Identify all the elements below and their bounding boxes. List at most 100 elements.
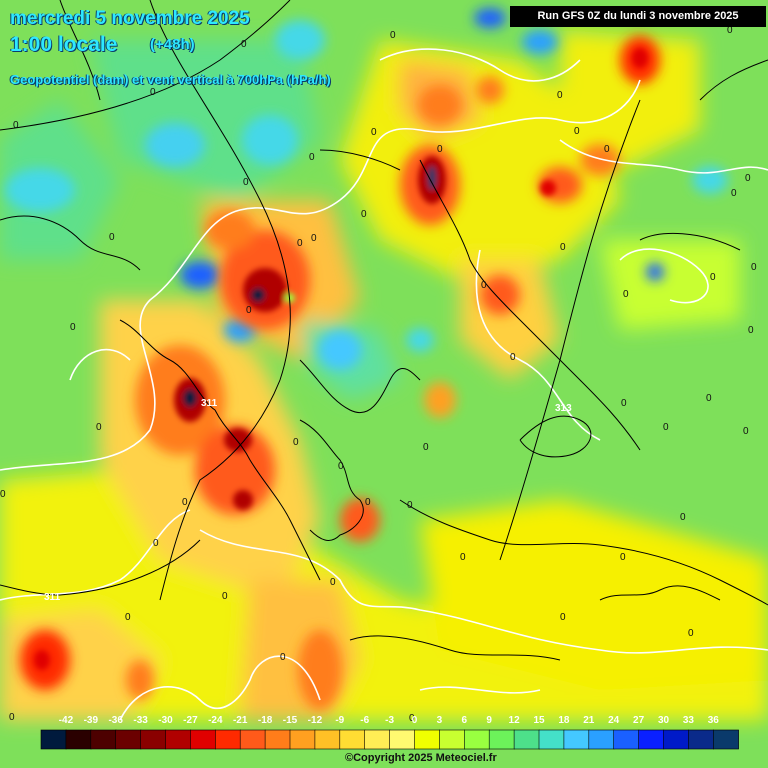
legend-swatch <box>663 729 690 750</box>
legend-swatch <box>339 729 366 750</box>
zero-label: 0 <box>407 500 413 511</box>
legend-swatch <box>414 729 441 750</box>
legend-tick-label: -24 <box>208 715 223 726</box>
zero-label: 0 <box>510 352 516 363</box>
descent-cores <box>34 48 648 670</box>
legend-swatch <box>638 729 665 750</box>
zero-label: 0 <box>706 393 712 404</box>
isoline-labels: 311 313 311 <box>44 398 572 603</box>
zero-label: 0 <box>437 144 443 155</box>
zero-label: 0 <box>560 612 566 623</box>
zero-label: 0 <box>109 232 115 243</box>
legend-swatch <box>588 729 615 750</box>
zero-label: 0 <box>182 497 188 508</box>
legend-tick-label: 0 <box>412 715 418 726</box>
isoline-label: 311 <box>201 398 218 409</box>
zero-label: 0 <box>743 426 749 437</box>
legend-tick-label: -6 <box>360 715 369 726</box>
legend-tick-label: 9 <box>486 715 492 726</box>
isoline-label: 311 <box>44 592 61 603</box>
zero-label: 0 <box>309 152 315 163</box>
zero-label: 0 <box>623 289 629 300</box>
zero-label: 0 <box>663 422 669 433</box>
zero-label: 0 <box>751 262 757 273</box>
legend-tick-label: 3 <box>437 715 443 726</box>
zero-label: 0 <box>604 144 610 155</box>
zero-label: 0 <box>311 233 317 244</box>
zero-label: 0 <box>246 305 252 316</box>
zero-label: 0 <box>96 422 102 433</box>
legend-swatch <box>40 729 67 750</box>
zero-label: 0 <box>70 322 76 333</box>
zero-label: 0 <box>365 497 371 508</box>
zero-label: 0 <box>338 461 344 472</box>
legend-swatch <box>115 729 142 750</box>
legend-tick-label: -15 <box>283 715 298 726</box>
legend-swatch <box>613 729 640 750</box>
color-scale-legend: -42 -39 -36 -33 -30 -27 -24 -21 -18 -15 -12 -9 -6 -3 0… <box>40 715 739 750</box>
zero-label: 0 <box>243 177 249 188</box>
legend-tick-label: 6 <box>462 715 468 726</box>
zero-label: 0 <box>688 628 694 639</box>
legend-swatch <box>289 729 316 750</box>
zero-label: 0 <box>748 325 754 336</box>
legend-tick-label: -39 <box>84 715 99 726</box>
zero-label: 0 <box>222 591 228 602</box>
zero-label: 0 <box>330 577 336 588</box>
zero-label: 0 <box>460 552 466 563</box>
legend-swatch <box>389 729 416 750</box>
legend-tick-label: -30 <box>158 715 173 726</box>
zero-label: 0 <box>390 30 396 41</box>
legend-tick-label: -18 <box>258 715 273 726</box>
legend-swatch <box>364 729 391 750</box>
legend-swatch <box>65 729 92 750</box>
legend-tick-label: 33 <box>683 715 695 726</box>
zero-label: 0 <box>710 272 716 283</box>
zero-label: 0 <box>620 552 626 563</box>
zero-label: 0 <box>153 538 159 549</box>
zero-label: 0 <box>371 127 377 138</box>
zero-label: 0 <box>361 209 367 220</box>
legend-swatch <box>165 729 192 750</box>
legend-tick-label: -42 <box>59 715 74 726</box>
legend-tick-label: 18 <box>558 715 570 726</box>
legend-tick-label: -27 <box>183 715 198 726</box>
zero-contours <box>0 48 768 721</box>
copyright-text: ©Copyright 2025 Meteociel.fr <box>345 752 497 764</box>
legend-tick-label: 15 <box>533 715 545 726</box>
zero-label: 0 <box>727 25 733 36</box>
legend-tick-label: 27 <box>633 715 645 726</box>
zero-label: 0 <box>9 712 15 723</box>
zero-label: 0 <box>481 280 487 291</box>
legend-tick-label: -33 <box>133 715 148 726</box>
zero-label: 0 <box>745 173 751 184</box>
zero-label: 0 <box>557 90 563 101</box>
legend-swatch <box>215 729 241 750</box>
legend-tick-label: 24 <box>608 715 620 726</box>
legend-tick-label: -9 <box>335 715 344 726</box>
legend-swatch <box>688 729 715 750</box>
forecast-time: 1:00 locale <box>10 33 118 56</box>
zero-label: 0 <box>0 489 6 500</box>
legend-tick-label: 21 <box>583 715 595 726</box>
zero-label: 0 <box>560 242 566 253</box>
zero-label: 0 <box>621 398 627 409</box>
coastlines <box>0 0 768 661</box>
legend-swatch <box>140 729 167 750</box>
zero-label: 0 <box>423 442 429 453</box>
zero-label: 0 <box>150 87 156 98</box>
zero-label: 0 <box>293 437 299 448</box>
legend-swatch <box>90 729 117 750</box>
legend-tick-label: 12 <box>509 715 521 726</box>
zero-label: 0 <box>241 39 247 50</box>
zero-label: 0 <box>731 188 737 199</box>
legend-tick-label: -36 <box>108 715 123 726</box>
legend-swatch <box>439 729 465 750</box>
legend-swatch <box>239 729 266 750</box>
forecast-lead-time: (+48h) <box>150 36 195 53</box>
zero-label: 0 <box>297 238 303 249</box>
parameter-title: Geopotentiel (dam) et vent vertical à 70… <box>10 72 331 87</box>
isoline-label: 313 <box>555 403 572 414</box>
legend-swatch <box>513 729 540 750</box>
